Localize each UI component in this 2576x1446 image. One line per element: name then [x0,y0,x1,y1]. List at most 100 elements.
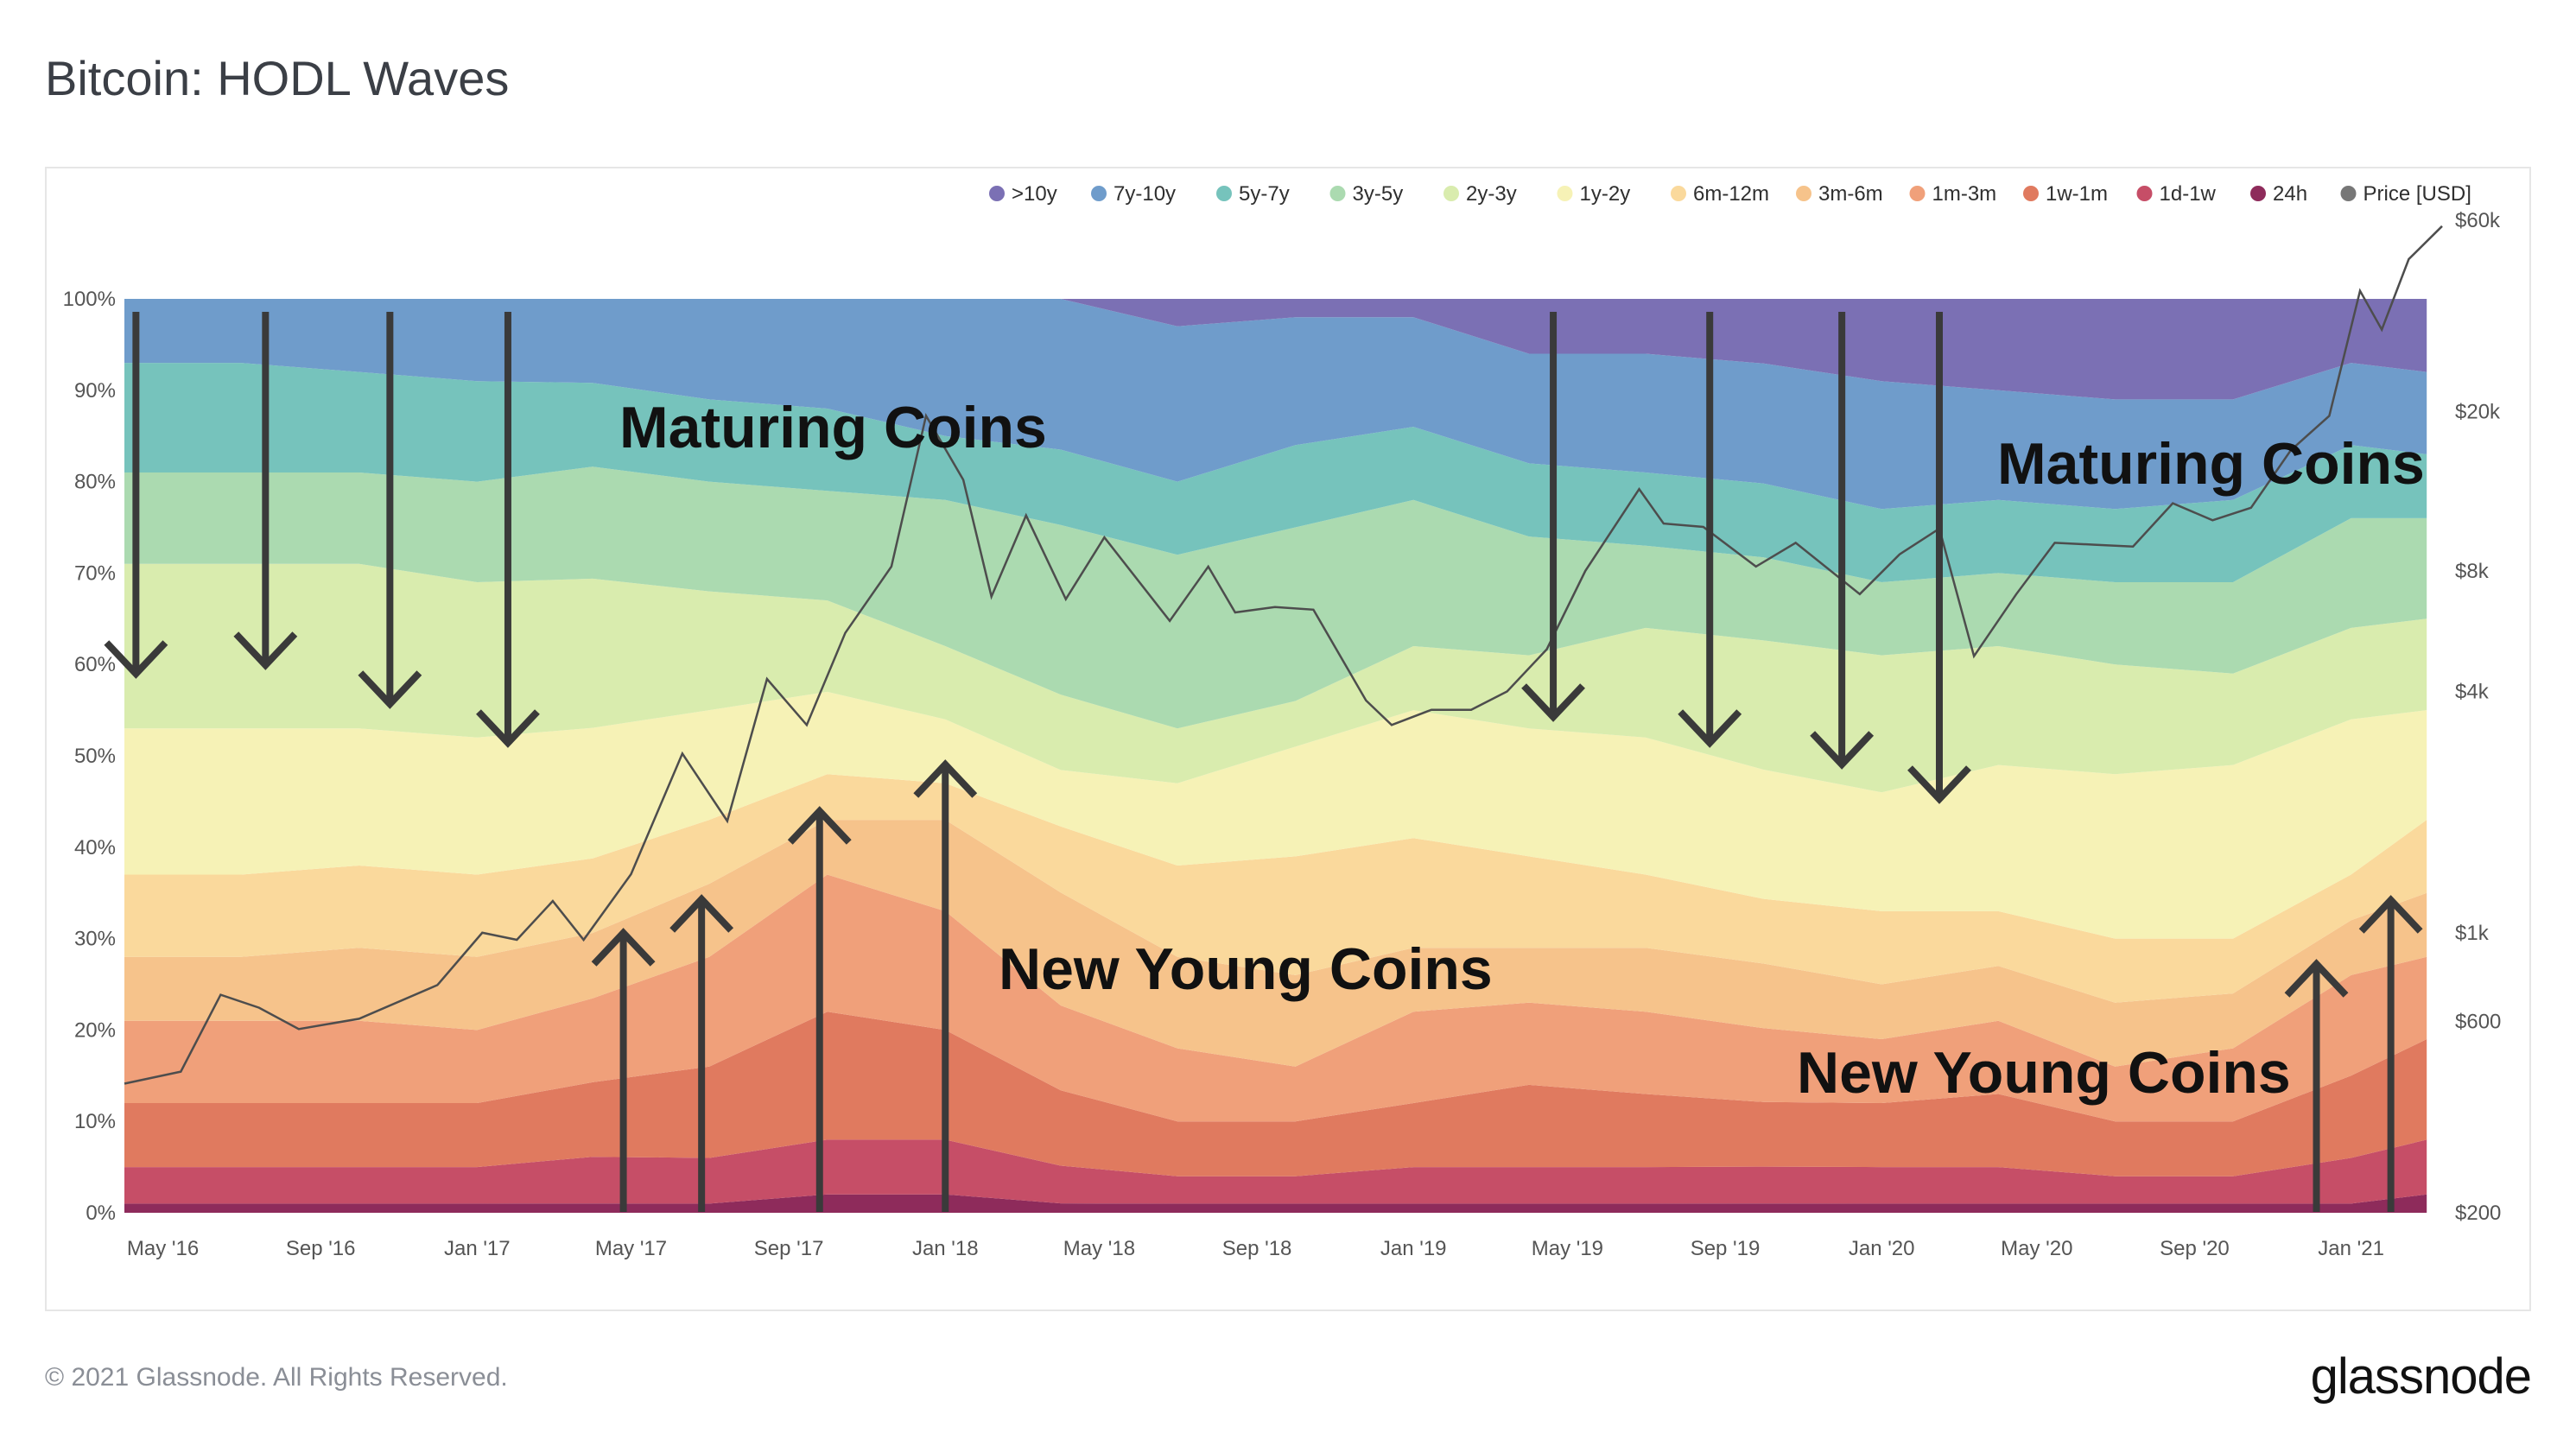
legend-dot [1216,186,1232,201]
area-3y5y [124,466,2427,729]
down-arrow-head [104,640,168,679]
legend-dot [2023,186,2039,201]
y-left-tick: 70% [74,561,116,585]
y-left-tick: 20% [74,1018,116,1042]
legend-dot [1329,186,1346,201]
y-right-tick: $4k [2455,681,2490,704]
legend-label: 5y-7y [1239,182,1290,206]
legend-item-6m12m[interactable]: 6m-12m [1671,182,1769,206]
down-arrow-head [1907,765,1971,804]
glassnode-logo: glassnode [2310,1348,2532,1405]
legend-item-priceusd[interactable]: Price [USD] [2340,182,2471,206]
y-left-tick: 0% [86,1202,116,1225]
legend-item-1d1w[interactable]: 1d-1w [2136,182,2217,206]
x-tick: May '17 [595,1237,667,1260]
price-line [124,225,2443,1085]
legend-dot [2340,186,2357,201]
legend-item-1w1m[interactable]: 1w-1m [2023,182,2108,206]
y-right-tick: $20k [2455,400,2501,423]
x-tick: Sep '19 [1691,1237,1761,1260]
x-tick: Sep '18 [1222,1237,1292,1260]
legend-label: 2y-3y [1466,182,1517,206]
legend-dot [1091,186,1107,201]
legend-item-3m6m[interactable]: 3m-6m [1796,182,1883,206]
x-tick: Jan '17 [444,1237,511,1260]
down-arrow-head [233,631,298,670]
annotation-label: New Young Coins [1797,1040,2291,1106]
up-arrow-head [787,806,852,845]
x-tick: May '19 [1532,1237,1603,1260]
y-left-tick: 80% [74,471,116,494]
legend-label: Price [USD] [2363,182,2471,206]
annotation-label: Maturing Coins [1997,431,2425,497]
x-tick: Sep '20 [2160,1237,2230,1260]
up-arrow-head [591,928,656,967]
legend-dot [2136,186,2153,201]
legend-item-1m3m[interactable]: 1m-3m [1909,182,1997,206]
legend-item-2y3y[interactable]: 2y-3y [1443,182,1517,206]
legend-item-1y2y[interactable]: 1y-2y [1557,182,1631,206]
x-tick: Jan '19 [1380,1237,1447,1260]
x-tick: May '20 [2001,1237,2072,1260]
annotation-label: Maturing Coins [619,395,1047,460]
down-arrow-head [1810,731,1875,770]
y-right-tick: $600 [2455,1011,2501,1034]
y-right-tick: $60k [2455,209,2501,232]
legend-item-24h[interactable]: 24h [2250,182,2307,206]
x-tick: Jan '20 [1849,1237,1915,1260]
price-layer [124,225,2443,1085]
legend-label: 24h [2273,182,2307,206]
legend-dot [1557,186,1573,201]
page-title: Bitcoin: HODL Waves [45,51,510,105]
down-arrow-head [1521,683,1585,722]
legend-item-3y5y[interactable]: 3y-5y [1329,182,1404,206]
x-tick: May '16 [127,1237,199,1260]
arrow-layer [104,312,2423,1212]
legend-label: 1w-1m [2046,182,2108,206]
down-arrow-head [476,709,540,748]
y-left-tick: 40% [74,836,116,859]
legend-label: 6m-12m [1693,182,1769,206]
legend-dot [1443,186,1459,201]
x-tick: Jan '21 [2318,1237,2384,1260]
up-arrow-head [669,894,734,933]
area-2y3y [124,563,2427,793]
y-right-tick: $200 [2455,1202,2501,1225]
legend-dot [1909,186,1926,201]
legend-label: 7y-10y [1114,182,1176,206]
down-arrow-head [1678,709,1742,748]
x-tick: Jan '18 [912,1237,979,1260]
down-arrow-head [358,670,422,709]
legend-item-5y7y[interactable]: 5y-7y [1216,182,1290,206]
x-tick: Sep '16 [286,1237,356,1260]
y-left-tick: 100% [63,288,116,311]
up-arrow-head [913,759,978,798]
legend[interactable]: >10y 7y-10y 5y-7y 3y-5y 2y-3y 1y-2y 6m-12m 3m-6… [989,182,2471,206]
legend-dot [989,186,1005,201]
y-left-tick: 90% [74,379,116,403]
area-10y [124,299,2427,400]
area-5y7y [124,363,2427,582]
legend-dot [1796,186,1811,201]
legend-dot [2250,186,2266,201]
y-left-tick: 30% [74,928,116,951]
area-3m6m [124,820,2427,1067]
y-left-tick: 50% [74,745,116,768]
area-1y2y [124,691,2427,939]
legend-label: 3y-5y [1353,182,1404,206]
x-tick: Sep '17 [754,1237,824,1260]
x-tick: May '18 [1063,1237,1135,1260]
area-7y10y [124,299,2427,510]
y-right-tick: $1k [2455,922,2490,945]
up-arrow-head [2358,895,2423,934]
y-left-tick: 60% [74,653,116,676]
legend-item-7y10y[interactable]: 7y-10y [1091,182,1176,206]
chart-panel: glassnode 0%10%20%30%40%50%60%70%80%90%1… [45,167,2531,1311]
annotation-layer: Maturing Coins Maturing Coins New Young Co… [619,395,2425,1106]
hodl-waves-chart: glassnode 0%10%20%30%40%50%60%70%80%90%1… [63,182,2502,1260]
legend-dot [1671,186,1686,201]
up-arrow-head [2284,959,2349,998]
legend-item-10y[interactable]: >10y [989,182,1057,206]
legend-label: 3m-6m [1818,182,1883,206]
legend-label: 1y-2y [1580,182,1631,206]
